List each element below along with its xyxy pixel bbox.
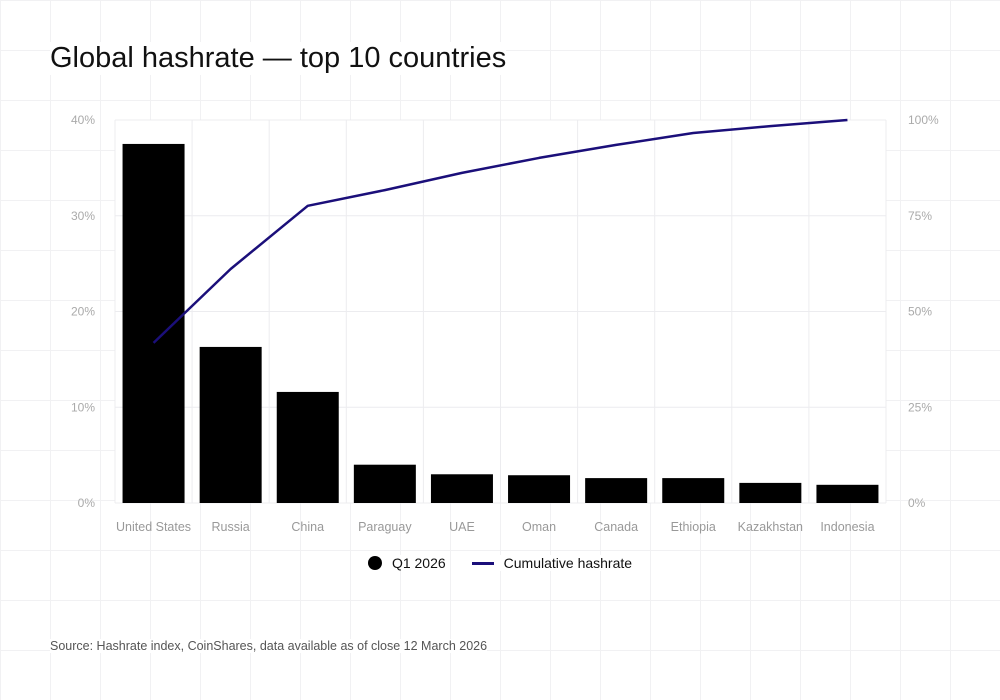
- source-note: Source: Hashrate index, CoinShares, data…: [50, 639, 488, 653]
- x-tick-label: Canada: [594, 520, 638, 534]
- legend-dot-icon: [367, 556, 382, 570]
- legend: Q1 2026 Cumulative hashrate: [0, 555, 1000, 571]
- chart-title: Global hashrate — top 10 countries: [50, 42, 507, 75]
- bar: [199, 346, 262, 503]
- legend-label: Q1 2026: [391, 555, 446, 571]
- x-tick-label: UAE: [449, 520, 475, 534]
- legend-item-line: Cumulative hashrate: [471, 555, 633, 571]
- left-tick-label: 30%: [71, 209, 95, 223]
- right-tick-label: 50%: [908, 305, 932, 319]
- legend-item-bars: Q1 2026: [367, 555, 446, 571]
- x-tick-label: Oman: [522, 520, 556, 534]
- x-tick-label: China: [291, 520, 324, 534]
- x-tick-label: Indonesia: [820, 520, 874, 534]
- x-tick-label: Paraguay: [358, 520, 412, 534]
- legend-line-icon: [471, 561, 494, 565]
- bar: [276, 391, 339, 503]
- right-tick-label: 100%: [908, 113, 939, 127]
- bar: [816, 484, 879, 503]
- bar: [353, 464, 416, 503]
- x-tick-label: United States: [116, 520, 191, 534]
- bar: [508, 475, 571, 503]
- bar: [739, 482, 802, 503]
- right-tick-label: 25%: [908, 400, 932, 414]
- legend-label: Cumulative hashrate: [503, 555, 633, 571]
- x-tick-label: Kazakhstan: [738, 520, 803, 534]
- right-tick-label: 75%: [908, 209, 932, 223]
- left-tick-label: 0%: [78, 496, 96, 510]
- bar: [662, 478, 725, 503]
- bar: [585, 478, 648, 503]
- x-tick-label: Russia: [212, 520, 250, 534]
- bar: [430, 474, 493, 503]
- left-tick-label: 20%: [71, 305, 95, 319]
- left-tick-label: 10%: [71, 400, 95, 414]
- left-tick-label: 40%: [71, 113, 95, 127]
- right-tick-label: 0%: [908, 496, 926, 510]
- x-tick-label: Ethiopia: [671, 520, 716, 534]
- cumulative-line: [152, 118, 848, 344]
